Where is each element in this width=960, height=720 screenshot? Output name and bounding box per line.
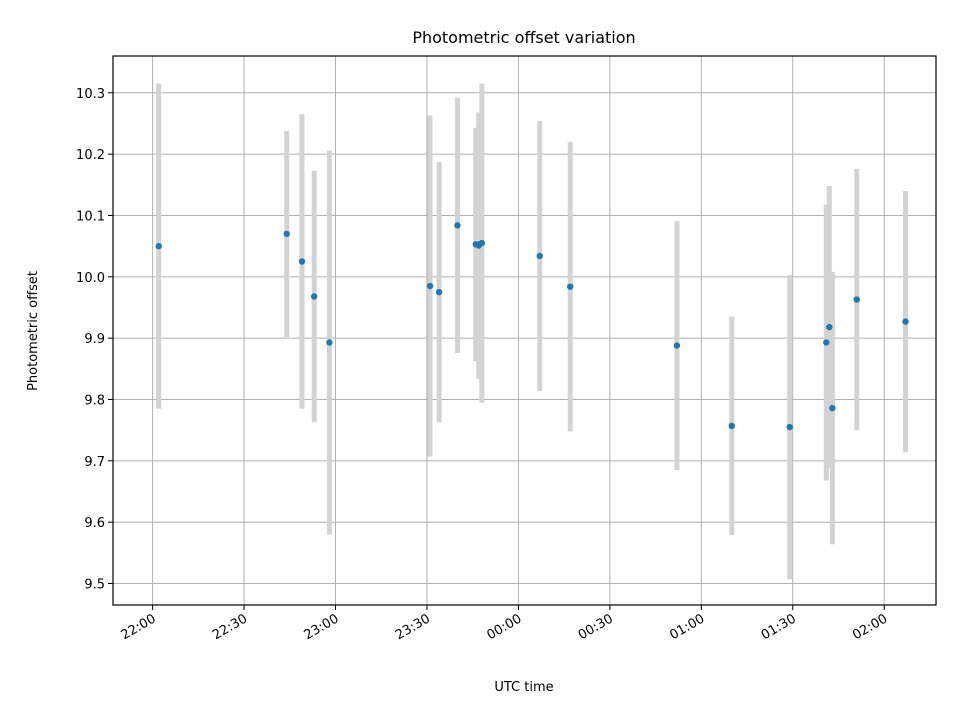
data-point	[786, 423, 793, 431]
y-tick-label: 10.0	[76, 271, 105, 286]
data-point	[298, 258, 306, 265]
grid-layer	[113, 56, 936, 605]
y-axis-label: Photometric offset	[26, 271, 41, 391]
plot-frame	[112, 55, 937, 606]
point-layer	[155, 222, 909, 431]
data-point	[310, 293, 318, 300]
data-point	[853, 296, 860, 303]
y-tick-label: 10.2	[76, 148, 105, 163]
data-point	[826, 323, 833, 331]
x-axis-label: UTC time	[494, 680, 553, 695]
data-point	[567, 283, 574, 290]
data-point	[673, 342, 681, 349]
data-point	[426, 282, 434, 290]
data-point	[902, 318, 909, 325]
data-point	[283, 230, 290, 238]
y-tick-label: 9.9	[84, 332, 105, 347]
data-point	[728, 422, 735, 430]
y-tick-label: 10.3	[76, 87, 105, 102]
data-point	[823, 339, 830, 346]
y-tick-label: 9.5	[84, 578, 105, 593]
data-point	[478, 239, 486, 247]
data-point	[155, 242, 162, 250]
data-point	[326, 339, 333, 346]
data-point	[435, 288, 443, 296]
y-tick-label: 9.8	[84, 394, 105, 409]
y-tick-label: 10.1	[76, 209, 105, 224]
y-tick-label: 9.7	[84, 455, 105, 470]
data-point	[454, 222, 461, 229]
data-point	[536, 252, 543, 260]
data-point	[829, 404, 836, 412]
chart-title: Photometric offset variation	[412, 28, 635, 47]
y-tick-label: 9.6	[84, 516, 105, 531]
